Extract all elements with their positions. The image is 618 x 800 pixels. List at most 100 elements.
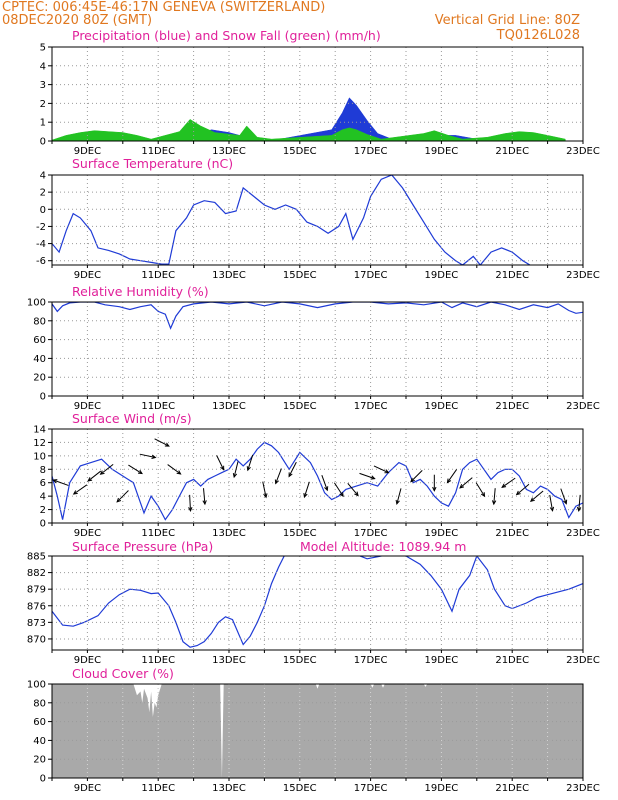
- wind-arrow: [246, 454, 254, 472]
- wind-speed-line: [52, 441, 583, 521]
- x-tick-label: 11DEC: [141, 655, 175, 666]
- x-tick-label: 17DEC: [354, 528, 388, 539]
- wind-arrow-head: [288, 472, 293, 478]
- wind-arrow-shaft: [459, 477, 473, 489]
- plot-area: [52, 175, 531, 265]
- wind-arrow-head: [263, 493, 268, 499]
- surface-pressure-line: [52, 556, 583, 648]
- wind-arrow-shaft: [189, 494, 191, 511]
- wind-arrow-shaft: [53, 479, 69, 486]
- x-tick-label: 13DEC: [212, 146, 246, 157]
- x-tick-label: 21DEC: [495, 270, 529, 281]
- wind-arrow-shaft: [275, 468, 282, 484]
- wind-arrow-head: [501, 483, 507, 488]
- plot-frame: [51, 301, 584, 397]
- x-tick-label: 15DEC: [283, 783, 317, 794]
- x-tick-label: 23DEC: [566, 270, 600, 281]
- cloud-cover-area: [52, 684, 583, 778]
- panel-cloud-cover: Cloud Cover (%) 0 20 40 60 80 100 9DEC 11DEC 13D…: [27, 666, 600, 794]
- x-tick-label: 13DEC: [212, 528, 246, 539]
- wind-arrow: [99, 463, 114, 475]
- header-run-date: 08DEC2020 80Z (GMT): [2, 13, 152, 28]
- x-tick-label: 15DEC: [283, 146, 317, 157]
- y-tick-label: 0: [40, 774, 46, 785]
- wind-arrow-shaft: [373, 465, 389, 474]
- wind-arrow-shaft: [216, 455, 225, 470]
- wind-arrow-shaft: [560, 488, 567, 504]
- wind-arrow-shaft: [516, 483, 530, 495]
- wind-arrow-head: [324, 486, 329, 492]
- plot-frame: [51, 46, 584, 142]
- y-tick-label: 4: [40, 171, 46, 182]
- x-tick-label: 9DEC: [74, 146, 101, 157]
- wind-arrow: [116, 490, 129, 503]
- wind-arrow-shaft: [359, 472, 375, 480]
- wind-arrow-shaft: [262, 481, 267, 498]
- wind-arrow-shaft: [578, 494, 581, 511]
- plot-frame: [51, 174, 584, 266]
- wind-arrow: [202, 488, 207, 506]
- x-tick-label: 13DEC: [212, 655, 246, 666]
- y-tick-label: 10: [33, 451, 46, 462]
- plot-area: [52, 684, 583, 778]
- x-tick-label: 21DEC: [495, 528, 529, 539]
- wind-arrow-head: [384, 469, 390, 474]
- wind-arrow: [303, 481, 310, 499]
- x-tick-label: 9DEC: [74, 401, 101, 412]
- precipitation-panel-title: Precipitation (blue) and Snow Fall (gree…: [72, 28, 381, 43]
- snow-fall-series: [52, 119, 566, 141]
- wind-arrow-head: [188, 506, 193, 512]
- gridlines: [52, 429, 583, 523]
- x-tick-label: 15DEC: [283, 401, 317, 412]
- wind-arrow: [549, 494, 555, 512]
- wind-arrow: [529, 490, 544, 503]
- y-tick-label: 20: [33, 755, 46, 766]
- wind-arrow-head: [246, 466, 251, 472]
- wind-arrow-shaft: [167, 464, 181, 475]
- y-tick-label: 0: [40, 519, 46, 530]
- y-tick-label: 882: [27, 568, 46, 579]
- wind-arrow-shaft: [116, 490, 129, 503]
- x-tick-label: 15DEC: [283, 270, 317, 281]
- header-station: CPTEC: 006:45E-46:17N GENEVA (SWITZERLAN…: [2, 0, 325, 15]
- y-tick-label: 12: [33, 438, 46, 449]
- wind-arrow-head: [303, 493, 308, 499]
- panel-wind: Surface Wind (m/s) 0 2 4 6 8 10 12 14 9DEC 11DEC 1…: [33, 411, 600, 539]
- wind-arrow-shaft: [87, 470, 102, 482]
- wind-arrow: [395, 488, 402, 505]
- y-tick-label: -4: [36, 239, 46, 250]
- wind-arrow-head: [151, 454, 157, 459]
- x-tick-label: 21DEC: [495, 401, 529, 412]
- wind-arrow-head: [99, 470, 105, 475]
- wind-arrow-shaft: [233, 461, 239, 478]
- wind-arrow-head: [339, 492, 344, 498]
- wind-arrow-shaft: [396, 488, 402, 504]
- y-tick-label: 0: [40, 137, 46, 148]
- x-tick-label: 11DEC: [141, 783, 175, 794]
- plot-area: [52, 441, 583, 521]
- wind-arrow-head: [354, 491, 359, 497]
- wind-arrow-shaft: [475, 482, 486, 497]
- gridlines: [52, 556, 583, 650]
- wind-arrow-shaft: [303, 481, 310, 498]
- wind-arrow: [188, 494, 193, 512]
- y-tick-label: 876: [27, 601, 46, 612]
- wind-arrow-shaft: [347, 482, 359, 496]
- plot-area: [52, 556, 583, 648]
- wind-arrow-head: [563, 499, 568, 505]
- x-tick-label: 21DEC: [495, 783, 529, 794]
- x-tick-label: 13DEC: [212, 783, 246, 794]
- temperature-line: [52, 175, 531, 265]
- wind-arrow-shaft: [139, 453, 156, 459]
- x-tick-label: 17DEC: [354, 655, 388, 666]
- gridlines: [52, 47, 583, 141]
- wind-arrow: [288, 461, 297, 478]
- y-tick-label: 2: [40, 188, 46, 199]
- plot-area: [52, 97, 566, 141]
- wind-arrow-head: [87, 477, 93, 482]
- x-tick-label: 19DEC: [425, 528, 459, 539]
- wind-arrow: [560, 488, 568, 505]
- wind-arrows: [52, 438, 582, 512]
- wind-arrow-shaft: [154, 438, 170, 447]
- model-altitude-label: Model Altitude: 1089.94 m: [300, 539, 466, 554]
